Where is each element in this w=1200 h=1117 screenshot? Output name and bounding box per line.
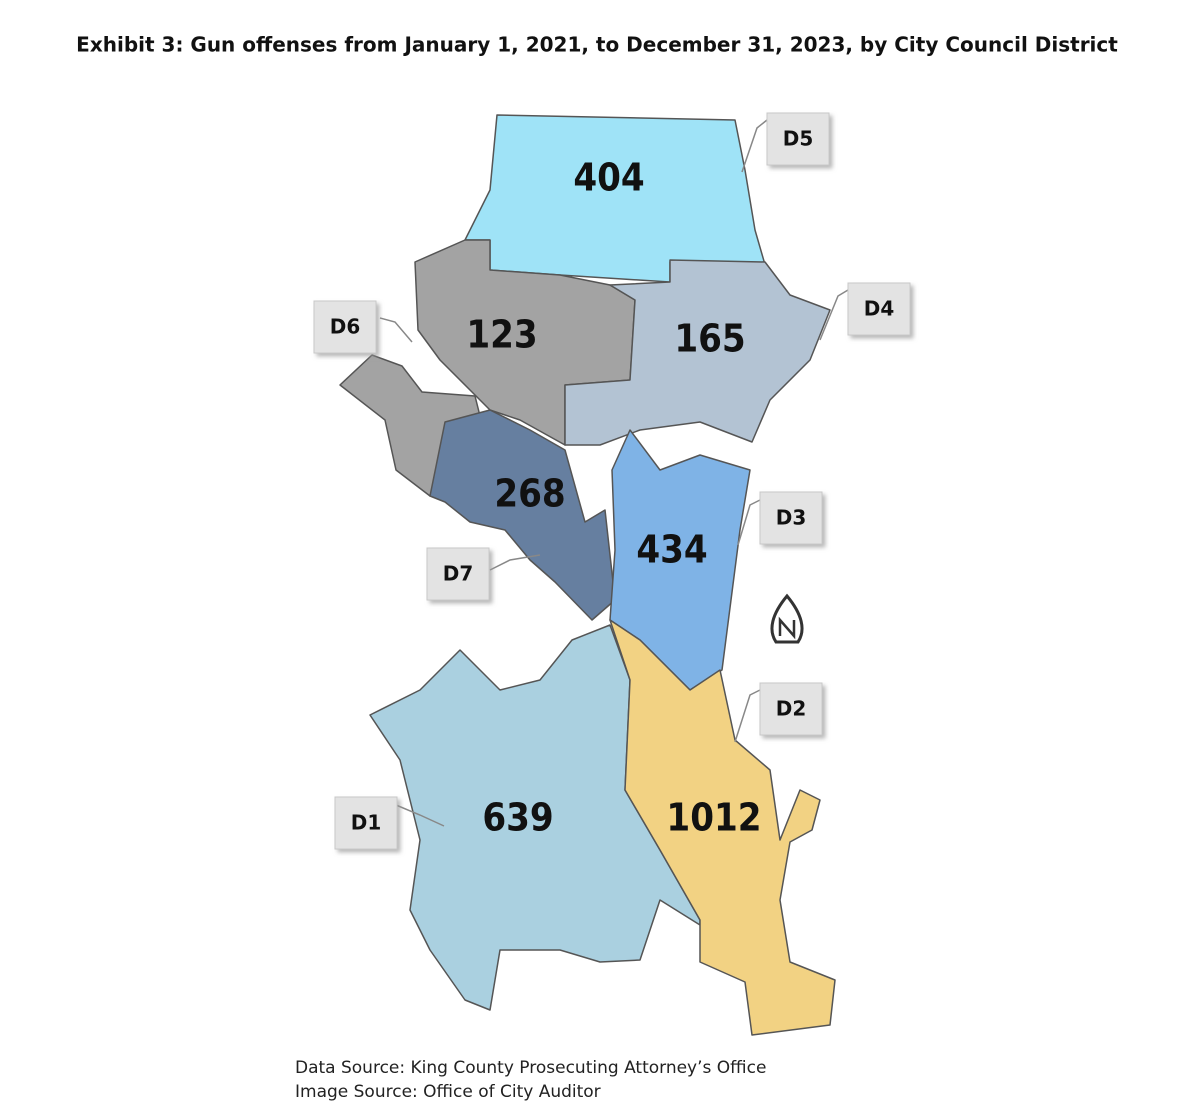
district-tag: D5 bbox=[783, 127, 814, 151]
district-tag-box bbox=[766, 112, 830, 166]
district-tag-box bbox=[759, 682, 823, 736]
leader-line bbox=[734, 689, 761, 743]
district-tag: D4 bbox=[864, 297, 895, 321]
district-tag: D6 bbox=[330, 315, 361, 339]
district-tag-box bbox=[759, 491, 823, 545]
leader-line bbox=[489, 554, 541, 571]
district-count: 404 bbox=[573, 156, 644, 200]
source-note: Data Source: King County Prosecuting Att… bbox=[295, 1058, 766, 1078]
leader-line bbox=[379, 317, 413, 343]
district-tag: D7 bbox=[443, 562, 474, 586]
north-arrow bbox=[770, 593, 804, 644]
district-count: 434 bbox=[636, 528, 707, 572]
district-count: 639 bbox=[482, 796, 553, 840]
district-d7 bbox=[429, 409, 616, 621]
district-count: 1012 bbox=[666, 796, 761, 840]
district-d2 bbox=[609, 619, 836, 1036]
leader-line bbox=[819, 289, 849, 341]
leader-line bbox=[395, 804, 445, 827]
map-title: Exhibit 3: Gun offenses from January 1, … bbox=[76, 33, 1118, 57]
district-count: 165 bbox=[674, 317, 745, 361]
source-note: Image Source: Office of City Auditor bbox=[295, 1082, 601, 1102]
district-tag: D2 bbox=[776, 697, 807, 721]
district-d1 bbox=[369, 624, 701, 1011]
leader-line bbox=[737, 499, 761, 546]
district-tag-box bbox=[847, 282, 911, 336]
district-tag: D1 bbox=[351, 811, 382, 835]
district-tag-box bbox=[334, 796, 398, 850]
district-tag-box bbox=[426, 547, 490, 601]
leader-line bbox=[741, 119, 768, 173]
district-tag: D3 bbox=[776, 506, 807, 530]
district-count: 123 bbox=[466, 313, 537, 357]
district-d4 bbox=[564, 259, 831, 446]
district-tag-box bbox=[313, 300, 377, 354]
district-count: 268 bbox=[494, 472, 565, 516]
